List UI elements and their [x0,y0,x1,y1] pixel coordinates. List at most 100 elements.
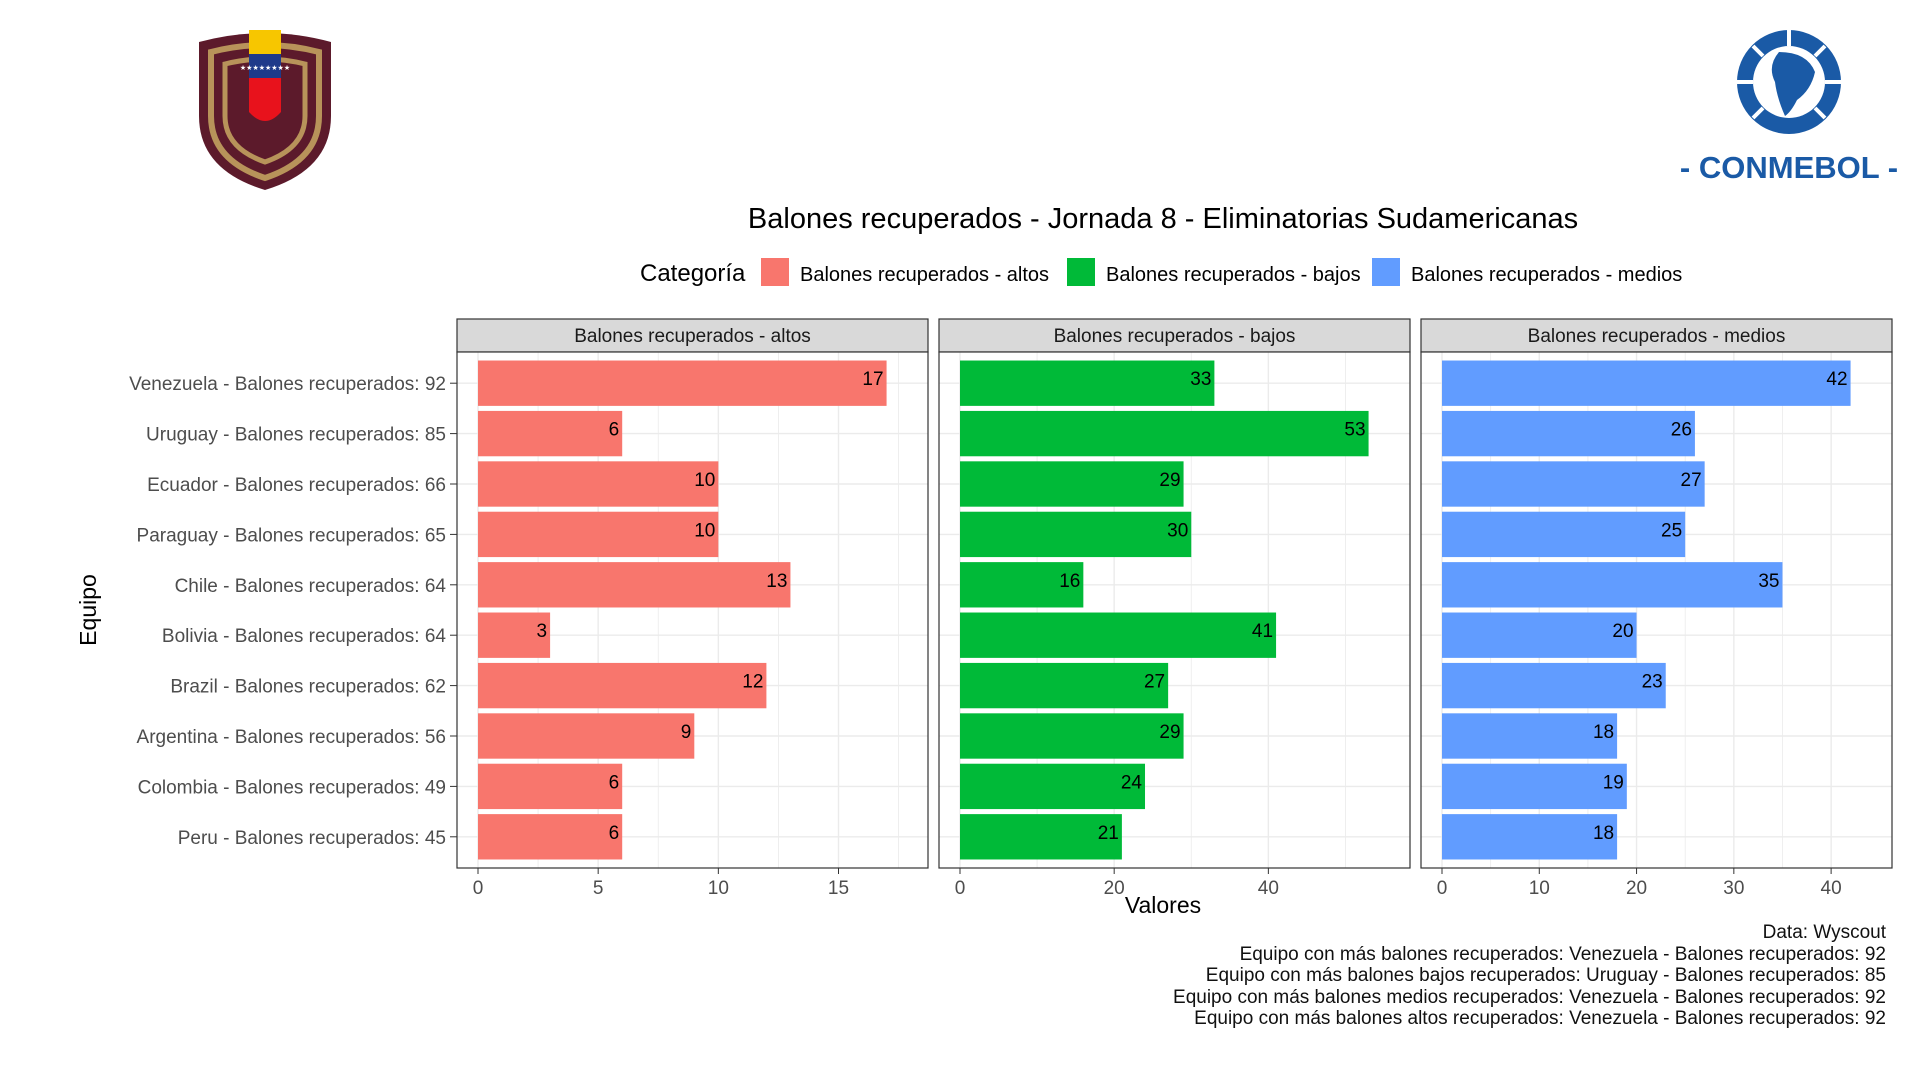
svg-text:★★★★★★★★: ★★★★★★★★ [240,64,290,72]
bar-value-label: 16 [1059,571,1080,592]
bar-bajos [960,763,1146,810]
conmebol-wordmark: - CONMEBOL - [1680,150,1898,185]
bar-medios [1442,511,1686,558]
bar-value-label: 9 [681,722,692,743]
bar-bajos [960,511,1192,558]
panel-altos: Balones recuperados - altos 17 6 10 10 13 3 12 9… [456,318,929,899]
bar-bajos [960,662,1169,709]
x-tick-label: 5 [593,878,604,899]
bar-altos [478,461,719,507]
bar-altos [478,511,719,558]
bar-value-label: 41 [1252,621,1273,642]
bar-altos [478,562,791,608]
x-tick-label: 30 [1723,878,1744,899]
y-tick-label: Ecuador - Balones recuperados: 66 [147,475,446,496]
legend-key-altos [761,258,789,286]
x-tick-label: 20 [1104,878,1125,899]
strip-label-altos: Balones recuperados - altos [574,326,811,347]
strip-bajos [938,318,1411,353]
panel-border [938,351,1411,869]
y-tick-label: Venezuela - Balones recuperados: 92 [129,374,446,395]
venezuela-crest-icon: ★★★★★★★★ [199,30,331,190]
chart-title: Balones recuperados - Jornada 8 - Elimin… [748,203,1578,235]
bar-value-label: 27 [1681,470,1702,491]
bar-bajos [960,562,1084,608]
x-tick-label: 10 [708,878,729,899]
strip-altos [456,318,929,353]
bar-altos [478,612,551,658]
bar-value-label: 21 [1098,823,1119,844]
bar-medios [1442,410,1695,457]
legend-label-medios: Balones recuperados - medios [1411,264,1682,286]
caption-line: Equipo con más balones recuperados: Vene… [1239,943,1886,965]
bar-value-label: 6 [609,420,620,441]
bar-value-label: 18 [1593,823,1614,844]
bar-bajos [960,410,1369,457]
y-tick-label: Chile - Balones recuperados: 64 [175,576,447,597]
strip-label-medios: Balones recuperados - medios [1528,326,1786,347]
conmebol-logo-icon [1737,30,1841,134]
bar-value-label: 12 [742,672,763,693]
caption-line: Equipo con más balones altos recuperados… [1194,1008,1886,1029]
bar-bajos [960,814,1122,860]
bar-altos [478,814,623,860]
bar-altos [478,763,623,810]
y-tick-label: Peru - Balones recuperados: 45 [178,828,446,849]
bar-medios [1442,612,1637,658]
bar-bajos [960,612,1277,658]
bar-value-label: 25 [1661,520,1682,541]
bar-medios [1442,461,1705,507]
bar-medios [1442,713,1618,759]
bar-altos [478,410,623,457]
x-tick-label: 20 [1626,878,1647,899]
bar-value-label: 17 [862,369,883,390]
y-tick-label: Brazil - Balones recuperados: 62 [170,677,446,698]
x-tick-label: 10 [1529,878,1550,899]
x-tick-label: 0 [955,878,966,899]
panel-border [1420,351,1893,869]
x-tick-label: 40 [1821,878,1842,899]
bar-altos [478,662,767,709]
bar-value-label: 10 [694,520,715,541]
bar-value-label: 24 [1121,772,1143,793]
y-axis-labels: Venezuela - Balones recuperados: 92 Urugu… [129,374,457,849]
bar-medios [1442,562,1783,608]
bar-value-label: 20 [1612,621,1633,642]
bar-medios [1442,814,1618,860]
bar-value-label: 3 [537,621,548,642]
bar-value-label: 35 [1758,571,1779,592]
bar-medios [1442,360,1851,406]
bar-value-label: 33 [1190,369,1211,390]
bar-value-label: 27 [1144,672,1165,693]
x-tick-label: 0 [473,878,484,899]
bar-altos [478,713,695,759]
legend-label-altos: Balones recuperados - altos [800,264,1049,286]
bar-value-label: 42 [1826,369,1847,390]
bar-value-label: 6 [609,772,620,793]
caption-line: Equipo con más balones medios recuperado… [1173,986,1886,1008]
facet-panels: Balones recuperados - altos 17 6 10 10 13 3 12 9… [456,318,1893,899]
bar-value-label: 26 [1671,420,1692,441]
bar-medios [1442,662,1666,709]
x-tick-label: 15 [828,878,849,899]
bar-value-label: 13 [766,571,787,592]
y-tick-label: Colombia - Balones recuperados: 49 [138,777,446,798]
bar-value-label: 6 [609,823,620,844]
y-tick-label: Argentina - Balones recuperados: 56 [137,727,446,748]
legend-key-bajos [1067,258,1095,286]
bar-value-label: 29 [1159,722,1180,743]
bar-bajos [960,360,1215,406]
caption-line: Data: Wyscout [1762,922,1886,943]
bar-value-label: 18 [1593,722,1614,743]
legend: Categoría Balones recuperados - altos Bal… [640,258,1682,287]
bar-altos [478,360,887,406]
panel-medios: Balones recuperados - medios 42 26 27 25 35 20… [1420,318,1893,899]
bar-bajos [960,713,1184,759]
strip-medios [1420,318,1893,353]
y-axis-title: Equipo [75,574,101,646]
y-tick-label: Bolivia - Balones recuperados: 64 [162,626,447,647]
strip-label-bajos: Balones recuperados - bajos [1054,326,1296,347]
bar-medios [1442,763,1627,810]
caption-line: Equipo con más balones bajos recuperados… [1205,965,1886,986]
